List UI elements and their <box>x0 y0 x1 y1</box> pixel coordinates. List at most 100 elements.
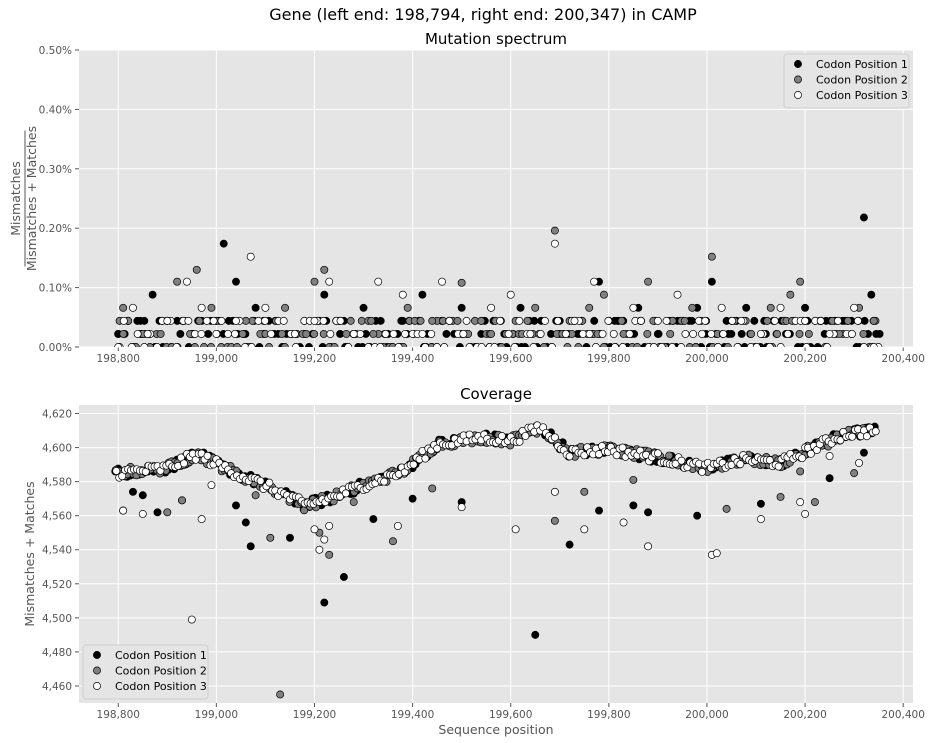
y-tick-label: 4,480 <box>42 647 72 659</box>
series-3-point <box>325 277 334 286</box>
series-3-point <box>217 316 226 325</box>
data-points <box>114 213 884 347</box>
y-tick-label: 0.40% <box>39 104 72 116</box>
series-3-point <box>256 476 265 485</box>
series-3-point <box>653 449 662 458</box>
series-3-point <box>756 515 765 524</box>
y-axis-label: Mismatches Mismatches + Matches <box>8 126 39 271</box>
series-1-point <box>629 501 638 510</box>
series-2-point <box>707 252 716 261</box>
series-3-point <box>504 329 513 338</box>
series-1-point <box>251 303 260 312</box>
series-2-point <box>766 303 775 312</box>
series-3-point <box>421 343 430 347</box>
series-3-point <box>319 316 328 325</box>
series-3-point <box>202 316 211 325</box>
legend-marker <box>93 651 101 659</box>
series-3-point <box>834 316 842 325</box>
series-3-point <box>668 343 677 347</box>
series-1-point <box>204 329 213 338</box>
series-3-point <box>752 343 761 347</box>
series-3-point <box>802 343 811 347</box>
series-2-point <box>585 303 594 312</box>
x-tick-label: 199,600 <box>489 709 532 721</box>
series-3-point <box>801 510 810 518</box>
legend-label: Codon Position 2 <box>816 74 908 87</box>
series-1-point <box>138 491 147 500</box>
series-1-point <box>140 316 149 325</box>
series-3-point <box>550 239 559 248</box>
y-tick-label: 0.30% <box>39 164 72 176</box>
series-2-point <box>599 343 608 347</box>
series-2-point <box>119 303 128 312</box>
series-2-point <box>428 316 437 325</box>
series-3-point <box>184 316 193 325</box>
series-1-point <box>232 501 240 510</box>
series-2-point <box>773 329 782 338</box>
series-3-point <box>212 329 221 338</box>
y-tick-label: 0.20% <box>39 223 72 235</box>
series-3-point <box>241 343 250 347</box>
series-3-point <box>862 432 871 441</box>
series-2-point <box>320 265 329 274</box>
data-points <box>111 421 880 699</box>
series-2-point <box>723 343 732 347</box>
y-tick-label: 4,500 <box>42 613 72 625</box>
series-3-point <box>364 343 373 347</box>
series-2-point <box>349 498 358 507</box>
series-2-point <box>207 343 216 347</box>
series-3-point <box>609 329 618 338</box>
series-3-point <box>153 343 162 347</box>
series-1-point <box>872 329 881 338</box>
series-3-point <box>598 329 607 338</box>
series-3-point <box>497 432 506 440</box>
series-1-point <box>255 343 264 347</box>
series-2-point <box>722 504 731 513</box>
series-3-point <box>783 329 792 338</box>
series-3-point <box>496 316 505 325</box>
x-tick-label: 199,200 <box>293 353 336 365</box>
series-3-point <box>765 343 774 347</box>
series-2-point <box>119 329 128 338</box>
series-3-point <box>776 343 785 347</box>
series-3-point <box>433 343 441 347</box>
series-3-point <box>119 506 128 515</box>
series-1-point <box>457 303 466 312</box>
series-2-point <box>497 343 506 347</box>
series-3-point <box>649 343 658 347</box>
series-3-point <box>261 316 269 325</box>
series-1-point <box>408 494 417 503</box>
series-3-point <box>526 329 535 338</box>
series-1-point <box>693 511 702 520</box>
mutation-spectrum-panel: 198,800 199,000 199,200 199,400 199,600 199,8… <box>8 30 925 365</box>
series-1-point <box>750 316 759 325</box>
series-2-point <box>850 469 859 478</box>
series-1-point <box>232 277 240 286</box>
series-3-point <box>398 290 407 299</box>
series-3-point <box>246 252 255 261</box>
series-1-point <box>813 343 822 347</box>
series-3-point <box>859 343 868 347</box>
series-2-point <box>477 316 486 325</box>
series-3-point <box>409 460 418 469</box>
series-3-point <box>610 343 619 347</box>
series-3-point <box>462 316 471 325</box>
y-axis-label-denominator: Mismatches + Matches <box>24 126 39 271</box>
series-2-point <box>457 278 466 287</box>
series-3-point <box>637 316 645 325</box>
series-2-point <box>691 343 700 347</box>
series-2-point <box>633 343 642 347</box>
series-1-point <box>455 343 464 347</box>
legend-frame <box>783 53 910 109</box>
series-3-point <box>677 456 686 465</box>
series-3-point <box>798 454 807 463</box>
series-3-point <box>698 468 706 476</box>
series-1-point <box>442 329 451 338</box>
coverage-panel: 198,800 199,000 199,200 199,400 199,600 199,8… <box>22 385 925 737</box>
series-3-point <box>816 316 825 325</box>
series-3-point <box>580 525 589 534</box>
series-1-point <box>369 515 378 524</box>
series-1-point <box>595 506 603 515</box>
series-3-point <box>869 343 878 347</box>
series-2-point <box>346 316 355 325</box>
